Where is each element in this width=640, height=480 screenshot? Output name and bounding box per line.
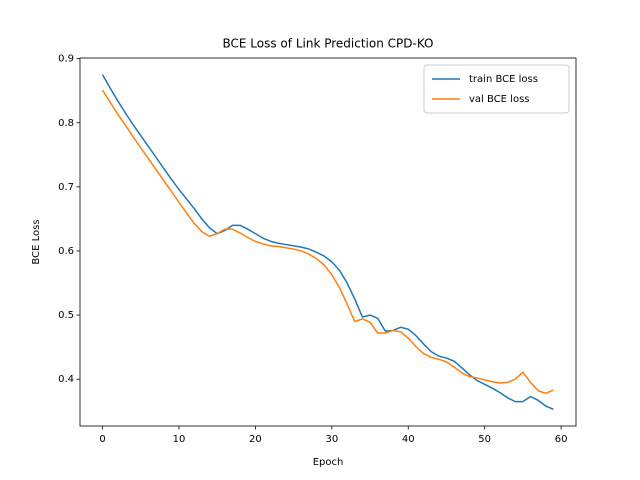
- legend-label: train BCE loss: [469, 74, 538, 85]
- line-series: [101, 89, 554, 395]
- y-axis-label: BCE Loss: [31, 219, 42, 264]
- x-axis-label: Epoch: [313, 457, 344, 468]
- y-tick-label: 0.4: [58, 374, 74, 385]
- y-tick-label: 0.8: [58, 118, 74, 129]
- y-tick-label: 0.7: [58, 182, 74, 193]
- x-tick-label: 40: [402, 434, 415, 445]
- x-tick-label: 20: [249, 434, 262, 445]
- legend-box: [423, 64, 570, 114]
- x-tick-label: 60: [555, 434, 568, 445]
- legend-label: val BCE loss: [469, 94, 529, 105]
- y-tick-label: 0.6: [58, 246, 74, 257]
- x-tick-label: 10: [173, 434, 186, 445]
- plot-frame: [79, 57, 577, 427]
- y-tick-label: 0.9: [58, 54, 74, 65]
- chart-title: BCE Loss of Link Prediction CPD-KO: [223, 37, 434, 51]
- x-tick-label: 50: [478, 434, 491, 445]
- x-tick-label: 0: [99, 434, 105, 445]
- x-tick-label: 30: [325, 434, 338, 445]
- line-series: [101, 74, 554, 411]
- y-tick-label: 0.5: [58, 310, 74, 321]
